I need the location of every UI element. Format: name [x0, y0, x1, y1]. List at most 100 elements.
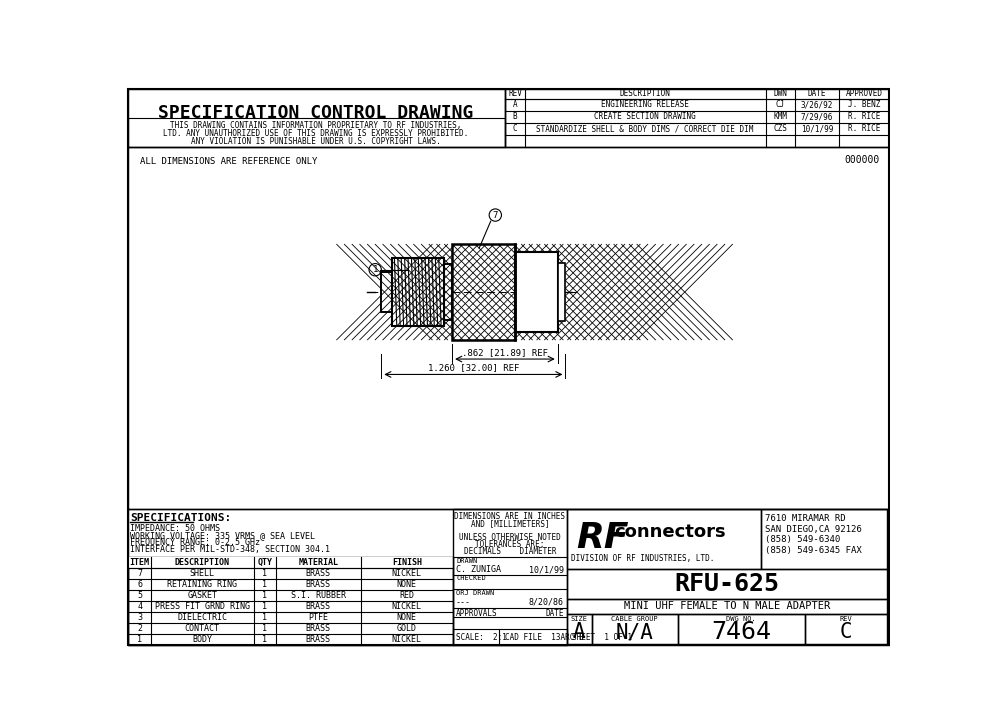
Text: BRASS: BRASS [306, 580, 330, 589]
Text: BODY: BODY [192, 635, 212, 644]
Text: PTFE: PTFE [309, 614, 328, 622]
Bar [453, 509, 566, 646]
Bar [558, 262, 565, 321]
Bar [515, 252, 558, 332]
Text: REV: REV [508, 89, 522, 98]
Text: A: A [573, 622, 585, 642]
Text: 6: 6 [137, 580, 142, 589]
Text: 2: 2 [137, 624, 142, 633]
Text: BRASS: BRASS [306, 624, 330, 633]
Text: QTY: QTY [257, 558, 272, 567]
Text: 7610 MIRAMAR RD: 7610 MIRAMAR RD [765, 514, 845, 523]
Text: 1: 1 [262, 602, 267, 611]
Bar [805, 614, 887, 644]
Text: B: B [513, 112, 517, 121]
Text: LTD. ANY UNAUTHORIZED USE OF THIS DRAWING IS EXPRESSLY PROHIBITED.: LTD. ANY UNAUTHORIZED USE OF THIS DRAWIN… [164, 129, 468, 138]
Text: CZS: CZS [774, 124, 787, 133]
Bar [392, 258, 444, 326]
Text: ANY VIOLATION IS PUNISHABLE UNDER U.S. COPYRIGHT LAWS.: ANY VIOLATION IS PUNISHABLE UNDER U.S. C… [191, 137, 440, 145]
Text: RF: RF [576, 521, 629, 555]
Text: 4: 4 [137, 602, 142, 611]
Text: RETAINING RING: RETAINING RING [168, 580, 237, 589]
Text: KMM: KMM [774, 112, 787, 121]
Bar [128, 509, 889, 646]
Text: DATE: DATE [807, 89, 826, 98]
Text: R. RICE: R. RICE [848, 112, 880, 121]
Text: 1: 1 [373, 265, 378, 274]
Text: C: C [840, 622, 852, 642]
Bar [381, 272, 392, 312]
Bar [566, 614, 591, 644]
Bar [392, 258, 444, 326]
Bar [128, 557, 453, 568]
Text: 3: 3 [137, 614, 142, 622]
Text: NICKEL: NICKEL [392, 602, 422, 611]
Bar [566, 598, 887, 614]
Text: RED: RED [399, 591, 415, 601]
Bar [505, 89, 889, 147]
Text: DATE: DATE [546, 608, 563, 617]
Text: REV: REV [839, 616, 852, 622]
Text: GASKET: GASKET [187, 591, 217, 601]
Text: BRASS: BRASS [306, 635, 330, 644]
Text: MATERIAL: MATERIAL [299, 558, 338, 567]
Bar [452, 244, 515, 340]
Text: MINI UHF FEMALE TO N MALE ADAPTER: MINI UHF FEMALE TO N MALE ADAPTER [624, 601, 830, 611]
Text: RFU-625: RFU-625 [675, 572, 780, 596]
Bar [128, 118, 505, 147]
Text: 7/29/96: 7/29/96 [801, 112, 833, 121]
Text: 10/1/99: 10/1/99 [529, 566, 563, 574]
Text: UNLESS OTHERWISE NOTED: UNLESS OTHERWISE NOTED [459, 533, 560, 542]
Text: C: C [513, 124, 517, 133]
Text: STANDARDIZE SHELL & BODY DIMS / CORRECT DIE DIM: STANDARDIZE SHELL & BODY DIMS / CORRECT … [537, 124, 754, 133]
Text: DIVISION OF RF INDUSTRIES, LTD.: DIVISION OF RF INDUSTRIES, LTD. [570, 554, 714, 563]
Text: connectors: connectors [615, 523, 726, 542]
Text: 1: 1 [262, 635, 267, 644]
Text: DRAWN: DRAWN [456, 558, 477, 563]
Bar [566, 509, 761, 569]
Bar [444, 265, 452, 320]
Text: INTERFACE PER MIL-STD-348, SECTION 304.1: INTERFACE PER MIL-STD-348, SECTION 304.1 [130, 545, 330, 554]
Text: ITEM: ITEM [130, 558, 150, 567]
Text: 1: 1 [262, 569, 267, 578]
Text: BRASS: BRASS [306, 569, 330, 578]
Text: NICKEL: NICKEL [392, 635, 422, 644]
Text: NONE: NONE [397, 614, 417, 622]
Text: (858) 549-6340: (858) 549-6340 [765, 535, 840, 545]
Bar [453, 629, 566, 646]
Text: 7: 7 [493, 211, 498, 220]
Text: ---: --- [456, 598, 471, 607]
Text: TOLERANCES ARE:: TOLERANCES ARE: [475, 540, 545, 549]
Text: AND [MILLIMETERS]: AND [MILLIMETERS] [470, 519, 550, 529]
Text: N/A: N/A [616, 622, 654, 642]
Text: SHELL: SHELL [189, 569, 215, 578]
Text: DECIMALS    DIAMETER: DECIMALS DIAMETER [463, 547, 557, 556]
Text: 7: 7 [137, 569, 142, 578]
Text: FREQUENCY RANGE: 0-2.5 GHz: FREQUENCY RANGE: 0-2.5 GHz [130, 538, 260, 547]
Bar [128, 557, 453, 646]
Text: DESCRIPTION: DESCRIPTION [620, 89, 671, 98]
Text: .862 [21.89] REF: .862 [21.89] REF [462, 348, 548, 357]
Text: PRESS FIT GRND RING: PRESS FIT GRND RING [155, 602, 250, 611]
Text: 1: 1 [262, 591, 267, 601]
Text: ORJ DRAWN: ORJ DRAWN [456, 590, 494, 596]
Text: THIS DRAWING CONTAINS INFORMATION PROPRIETARY TO RF INDUSTRIES,: THIS DRAWING CONTAINS INFORMATION PROPRI… [171, 121, 461, 130]
Bar [452, 244, 515, 340]
Text: GOLD: GOLD [397, 624, 417, 633]
Text: CJ: CJ [776, 100, 785, 109]
Bar [392, 258, 444, 326]
Text: 1: 1 [262, 614, 267, 622]
Text: DWG NO.: DWG NO. [726, 616, 756, 622]
Bar [128, 147, 889, 509]
Text: SAN DIEGO,CA 92126: SAN DIEGO,CA 92126 [765, 525, 862, 534]
Text: DIELECTRIC: DIELECTRIC [178, 614, 227, 622]
Text: SPECIFICATION CONTROL DRAWING: SPECIFICATION CONTROL DRAWING [158, 104, 473, 122]
Text: (858) 549-6345 FAX: (858) 549-6345 FAX [765, 546, 862, 555]
Text: CONTACT: CONTACT [185, 624, 220, 633]
Text: 10/1/99: 10/1/99 [801, 124, 833, 133]
Text: FINISH: FINISH [392, 558, 422, 567]
Text: 1: 1 [137, 635, 142, 644]
Text: SIZE: SIZE [570, 616, 587, 622]
Bar [381, 272, 392, 312]
Text: ENGINEERING RELEASE: ENGINEERING RELEASE [601, 100, 689, 109]
